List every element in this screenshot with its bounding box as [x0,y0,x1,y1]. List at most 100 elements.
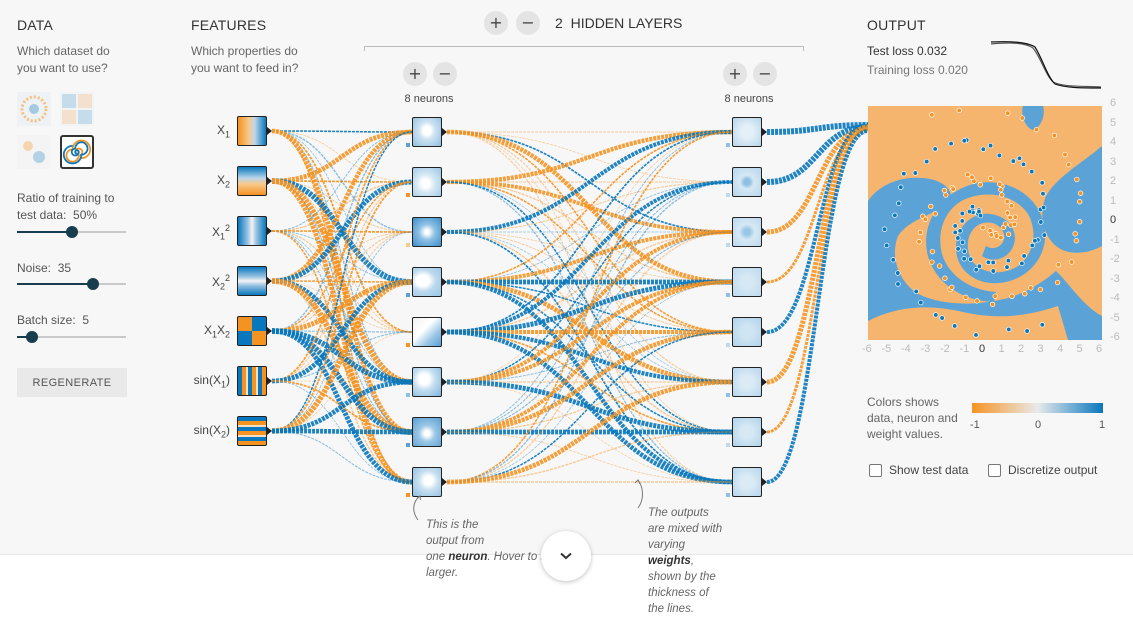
weight-link[interactable] [446,181,733,433]
weight-link[interactable] [446,431,733,483]
bias-indicator[interactable] [726,393,730,397]
layer2-neuron-4[interactable] [732,267,762,297]
batch-slider-knob[interactable] [26,331,38,343]
weight-link[interactable] [271,131,413,432]
feature-node-x2-squared[interactable] [237,266,267,296]
layer1-neuron-5[interactable] [412,317,442,347]
weight-link[interactable] [271,131,413,382]
weight-link[interactable] [446,131,733,283]
weight-link[interactable] [446,431,733,483]
layer2-neuron-6[interactable] [732,367,762,397]
noise-slider[interactable] [17,277,126,291]
bias-indicator[interactable] [406,143,410,147]
layer2-neuron-2[interactable] [732,167,762,197]
weight-link[interactable] [271,430,413,483]
bias-indicator[interactable] [726,443,730,447]
add-layer-button[interactable]: + [484,11,508,35]
layer1-neuron-2[interactable] [412,167,442,197]
weight-link[interactable] [271,380,413,383]
weight-link[interactable] [446,280,733,434]
weight-link[interactable] [271,331,413,382]
weight-link[interactable] [271,131,413,232]
bias-indicator[interactable] [406,393,410,397]
layer2-neuron-8[interactable] [732,467,762,497]
bias-indicator[interactable] [406,193,410,197]
output-weight-link[interactable] [766,122,869,135]
remove-layer-button[interactable]: − [516,11,540,35]
layer1-neuron-7[interactable] [412,417,442,447]
weight-link[interactable] [446,181,733,383]
weight-link[interactable] [446,129,733,185]
ratio-slider-knob[interactable] [66,226,78,238]
weight-link[interactable] [446,331,733,483]
weight-link[interactable] [271,231,413,282]
weight-link[interactable] [446,281,733,483]
dataset-gaussian-button[interactable] [17,135,51,169]
weight-link[interactable] [271,279,413,434]
weight-link[interactable] [446,231,733,483]
weight-link[interactable] [271,179,413,284]
discretize-output-checkbox[interactable] [988,463,1001,477]
layer1-neuron-1[interactable] [412,117,442,147]
output-weight-link[interactable] [766,129,869,484]
weight-link[interactable] [446,131,733,483]
weight-link[interactable] [446,131,733,433]
batch-slider[interactable] [17,330,126,344]
weight-link[interactable] [446,329,733,435]
weight-link[interactable] [446,181,733,433]
output-weight-link[interactable] [766,126,869,235]
layer1-neuron-8[interactable] [412,467,442,497]
bias-indicator[interactable] [406,443,410,447]
layer2-remove-neuron-button[interactable]: − [753,62,777,86]
bias-indicator[interactable] [406,493,410,497]
layer2-neuron-7[interactable] [732,417,762,447]
discretize-output-toggle[interactable]: Discretize output [988,463,1097,477]
dataset-circle-button[interactable] [17,92,51,126]
layer2-neuron-1[interactable] [732,117,762,147]
layer1-add-neuron-button[interactable]: + [403,62,427,86]
bias-indicator[interactable] [406,293,410,297]
scroll-down-button[interactable] [541,531,591,581]
bias-indicator[interactable] [726,493,730,497]
layer2-neuron-3[interactable] [732,217,762,247]
bias-indicator[interactable] [726,143,730,147]
weight-link[interactable] [271,130,413,133]
weight-link[interactable] [271,131,413,332]
feature-node-x1[interactable] [237,116,267,146]
layer2-neuron-5[interactable] [732,317,762,347]
bias-indicator[interactable] [726,293,730,297]
show-test-data-toggle[interactable]: Show test data [869,463,968,477]
output-weight-link[interactable] [766,124,869,385]
weight-link[interactable] [271,331,413,432]
output-weight-link[interactable] [766,127,869,434]
weight-link[interactable] [271,428,413,435]
dataset-xor-button[interactable] [60,92,94,126]
weight-link[interactable] [271,279,413,384]
weight-link[interactable] [446,180,733,334]
layer1-remove-neuron-button[interactable]: − [433,62,457,86]
weight-link[interactable] [271,231,413,432]
weight-link[interactable] [271,328,413,435]
layer1-neuron-3[interactable] [412,217,442,247]
dataset-spiral-button[interactable] [60,135,94,169]
weight-link[interactable] [271,181,413,432]
feature-node-x2[interactable] [237,166,267,196]
show-test-data-checkbox[interactable] [869,463,882,477]
weight-link[interactable] [446,131,733,383]
output-decision-plot[interactable] [868,106,1102,340]
layer1-neuron-6[interactable] [412,367,442,397]
bias-indicator[interactable] [726,193,730,197]
layer2-add-neuron-button[interactable]: + [723,62,747,86]
weight-link[interactable] [446,379,733,485]
regenerate-button[interactable]: REGENERATE [17,368,127,397]
weight-link[interactable] [446,231,733,483]
weight-link[interactable] [446,131,733,333]
weight-link[interactable] [271,230,413,483]
weight-link[interactable] [446,129,733,235]
weight-link[interactable] [446,181,733,483]
feature-node-x1-squared[interactable] [237,216,267,246]
feature-node-x1x2[interactable] [237,316,267,346]
weight-link[interactable] [271,130,413,183]
ratio-slider[interactable] [17,225,126,239]
weight-link[interactable] [271,129,413,184]
